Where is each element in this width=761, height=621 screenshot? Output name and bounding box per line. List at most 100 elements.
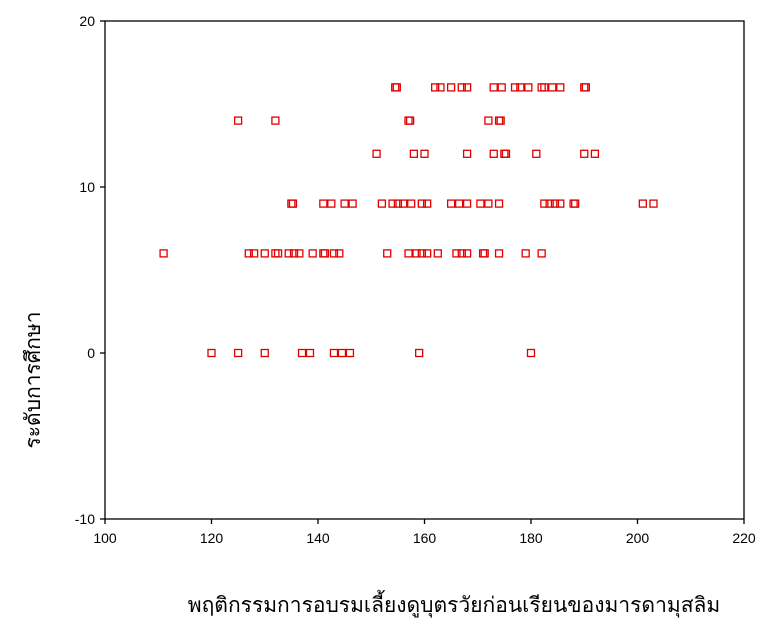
data-point <box>446 199 456 208</box>
data-point <box>233 348 243 358</box>
axis-ticks <box>100 20 745 524</box>
data-point <box>462 199 472 208</box>
y-tick-label: 20 <box>79 13 95 29</box>
x-tick-label: 160 <box>413 530 437 546</box>
data-point <box>516 83 525 92</box>
data-point <box>494 199 504 208</box>
data-point <box>548 83 557 92</box>
data-point <box>580 149 589 158</box>
data-point <box>489 149 498 158</box>
data-point <box>405 116 415 125</box>
data-point <box>273 249 283 258</box>
data-point <box>590 149 600 158</box>
data-point <box>345 348 355 358</box>
data-point <box>337 348 347 358</box>
data-point <box>501 149 511 158</box>
data-point <box>207 348 216 358</box>
data-point <box>550 199 560 208</box>
data-point <box>289 249 299 258</box>
data-point <box>521 249 530 258</box>
data-point <box>649 199 658 208</box>
data-point <box>271 116 280 125</box>
data-point <box>305 348 315 358</box>
data-point <box>537 83 546 92</box>
y-axis-title: ระดับการศึกษา <box>21 312 45 449</box>
data-point <box>484 199 493 208</box>
data-point <box>556 83 565 92</box>
data-point <box>462 83 472 92</box>
x-tick-label: 180 <box>519 530 543 546</box>
data-point <box>423 249 432 258</box>
data-point <box>510 83 520 92</box>
data-point <box>540 83 549 92</box>
data-point <box>288 199 298 208</box>
data-point <box>446 83 456 92</box>
data-point <box>524 83 533 92</box>
y-tick-label: 10 <box>79 179 95 195</box>
data-point <box>260 348 269 358</box>
data-point <box>388 199 397 208</box>
data-point <box>457 83 466 92</box>
data-point <box>399 199 408 208</box>
x-tick-labels: 100 120 140 160 180 200 220 <box>93 530 756 546</box>
data-point <box>430 83 440 92</box>
data-point <box>489 83 498 92</box>
data-point <box>638 199 647 208</box>
plot-frame <box>104 20 745 520</box>
data-point <box>462 249 472 258</box>
y-tick-label: -10 <box>75 511 95 527</box>
data-point <box>377 199 387 208</box>
data-point <box>476 199 485 208</box>
data-point <box>404 249 413 258</box>
y-tick-label: 0 <box>87 345 95 361</box>
data-point <box>329 348 339 358</box>
data-point <box>284 249 293 258</box>
data-point <box>271 249 280 258</box>
data-point <box>484 116 493 125</box>
data-point <box>412 249 421 258</box>
data-point <box>433 249 442 258</box>
x-axis-title: พฤติกรรมการอบรมเลี้ยงดูบุตรวัยก่อนเรียนข… <box>188 590 721 618</box>
x-tick-label: 220 <box>732 530 756 546</box>
data-point <box>297 348 307 358</box>
x-tick-label: 100 <box>93 530 117 546</box>
data-point <box>532 149 541 158</box>
data-point <box>423 199 432 208</box>
data-point <box>409 149 419 158</box>
data-point <box>480 249 489 258</box>
data-point <box>556 199 565 208</box>
x-tick-label: 200 <box>626 530 650 546</box>
data-point <box>244 249 253 258</box>
data-point <box>327 199 336 208</box>
data-point <box>497 83 506 92</box>
data-point <box>295 249 304 258</box>
data-point <box>571 199 580 208</box>
data-point <box>319 199 328 208</box>
data-point <box>454 199 464 208</box>
data-point <box>452 249 461 258</box>
data-point <box>540 199 549 208</box>
data-point <box>159 249 168 258</box>
x-tick-label: 120 <box>200 530 224 546</box>
data-point <box>233 116 243 125</box>
data-point <box>417 199 426 208</box>
data-point <box>308 249 317 258</box>
data-point <box>581 83 590 92</box>
data-point <box>457 249 466 258</box>
data-points <box>159 83 658 358</box>
data-point <box>392 83 401 92</box>
data-point <box>526 348 536 358</box>
data-point <box>320 249 330 258</box>
data-point <box>494 249 504 258</box>
data-point <box>348 199 357 208</box>
data-point <box>436 83 445 92</box>
data-point <box>393 199 403 208</box>
data-point <box>496 116 505 125</box>
data-point <box>545 199 554 208</box>
data-point <box>329 249 339 258</box>
data-point <box>417 249 426 258</box>
data-point <box>372 149 381 158</box>
data-point <box>340 199 349 208</box>
y-tick-labels: 20 10 0 -10 <box>75 13 95 527</box>
